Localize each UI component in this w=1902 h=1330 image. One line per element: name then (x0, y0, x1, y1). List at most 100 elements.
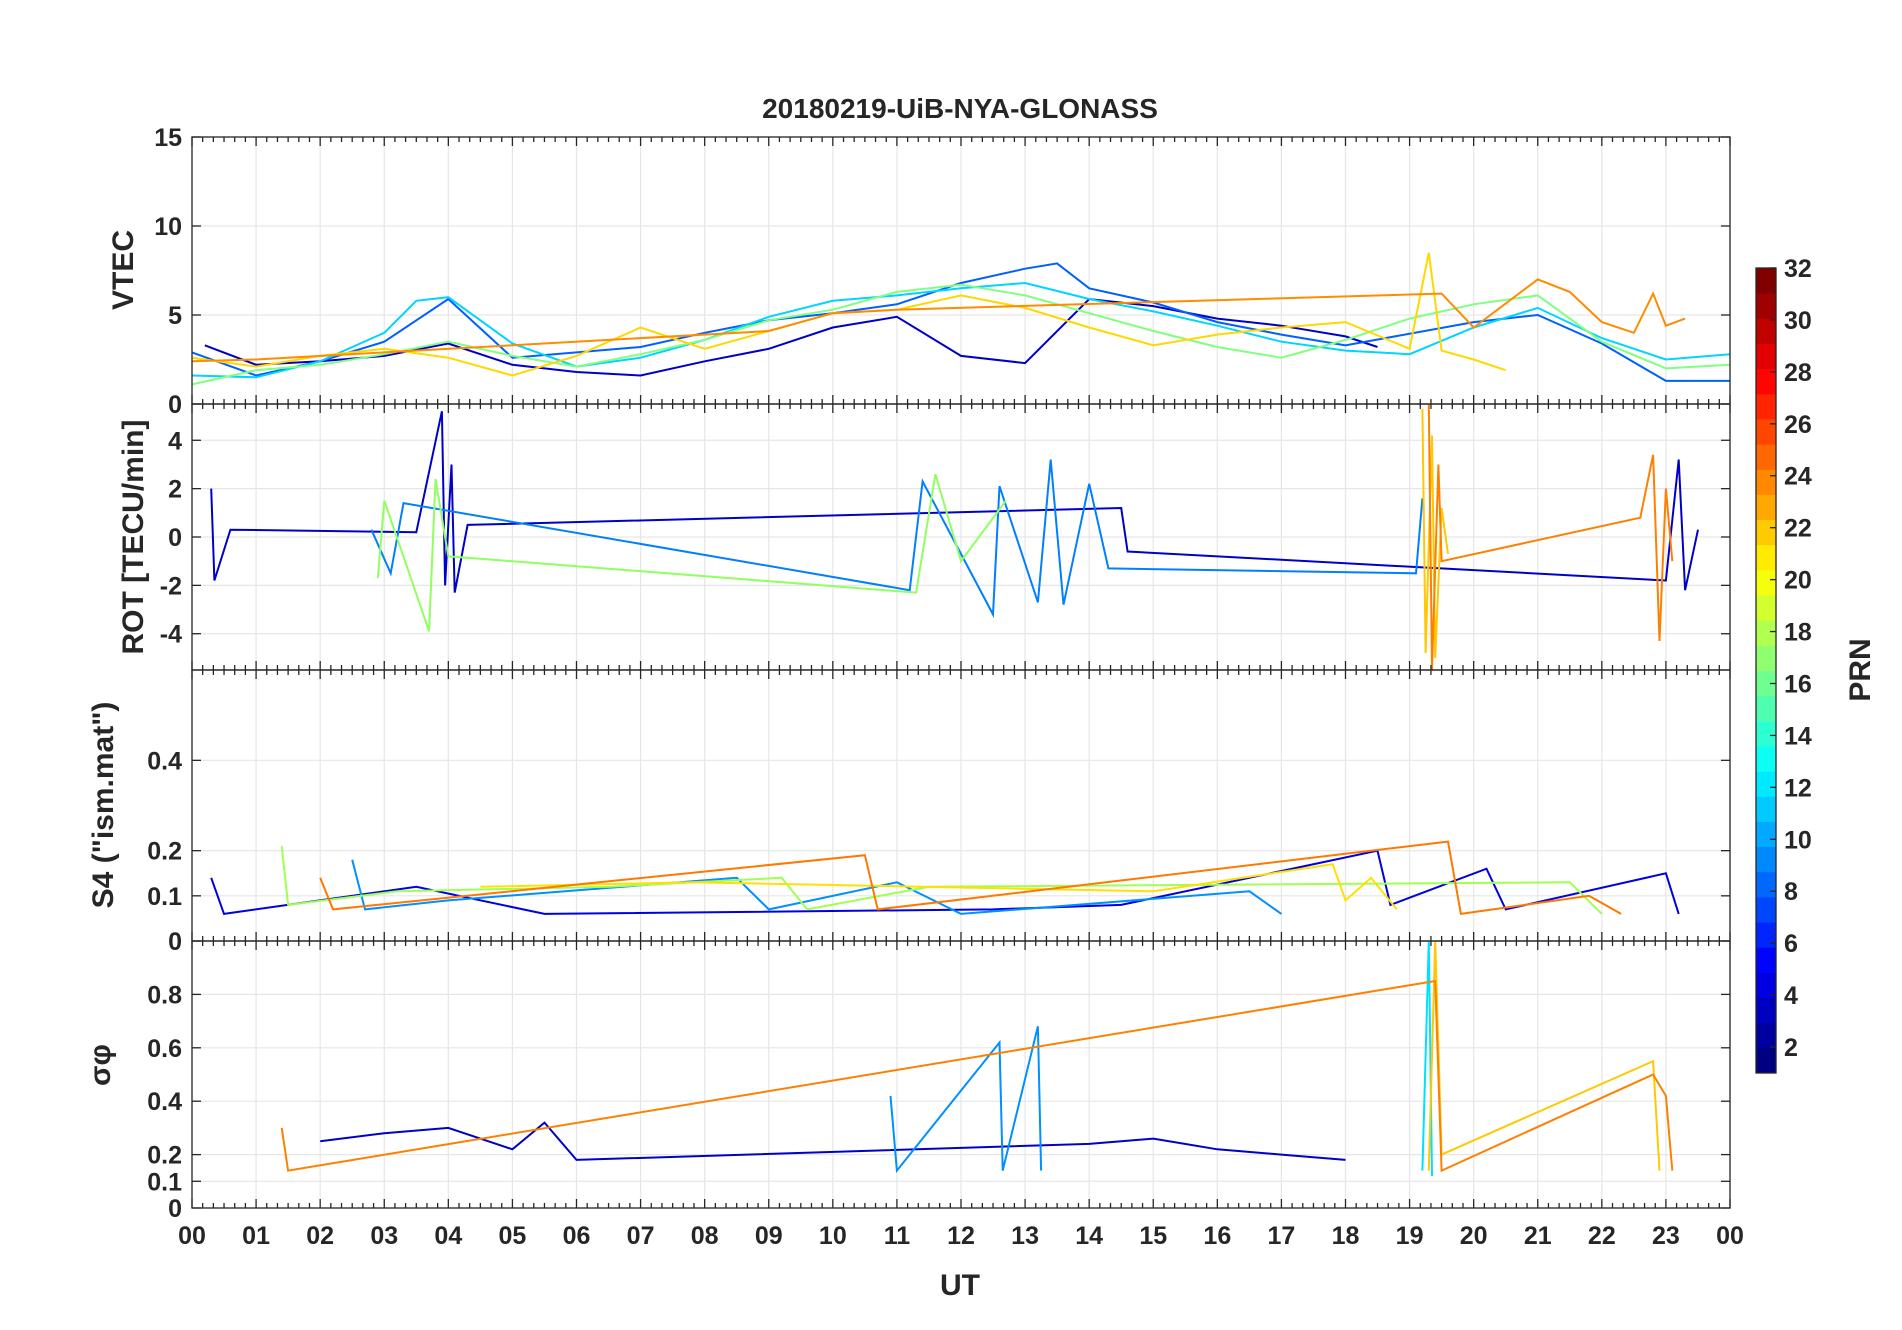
y-axis-label: σφ (84, 1044, 117, 1086)
colorbar-segment (1756, 393, 1776, 420)
colorbar-segment (1756, 569, 1776, 596)
colorbar-tick-label: 32 (1784, 255, 1812, 283)
colorbar-frame (1755, 267, 1777, 1074)
y-tick-label: 0.2 (147, 838, 182, 866)
colorbar-segment (1756, 821, 1776, 848)
series-prn-8 (191, 262, 1730, 382)
colorbar-segment (1756, 771, 1776, 797)
x-tick-label: 08 (691, 1222, 719, 1250)
x-tick-label: 06 (563, 1222, 591, 1250)
colorbar-segment (1756, 1022, 1776, 1049)
colorbar-segment (1756, 293, 1776, 319)
series-prn-10 (889, 1026, 1043, 1174)
colorbar-segment (1756, 645, 1776, 671)
colorbar-segment (1756, 972, 1776, 999)
x-tick-label: 19 (1396, 1222, 1424, 1250)
x-tick-label: 13 (1011, 1222, 1039, 1250)
x-tick-label: 00 (1716, 1222, 1744, 1250)
y-axis-label: S4 ("ism.mat") (87, 702, 120, 909)
y-tick-label: -4 (160, 621, 182, 649)
series-prn-17 (280, 845, 1603, 915)
colorbar-segment (1756, 947, 1776, 973)
colorbar-segment (1756, 695, 1776, 722)
series-prn-2 (204, 297, 1378, 377)
y-tick-label: 0.4 (147, 1088, 182, 1116)
x-tick-label: 21 (1524, 1222, 1552, 1250)
colorbar-tick-label: 8 (1784, 878, 1798, 906)
series-prn-17 (376, 473, 1007, 632)
y-tick-label: 0 (168, 928, 182, 956)
y-tick-label: 0 (168, 1195, 182, 1223)
x-tick-label: 04 (434, 1222, 462, 1250)
y-tick-label: 0 (168, 391, 182, 419)
series-prn-20 (191, 252, 1507, 377)
colorbar-segment (1756, 670, 1776, 697)
x-tick-label: 16 (1203, 1222, 1231, 1250)
y-tick-label: 0.2 (147, 1142, 182, 1170)
x-tick-label: 09 (755, 1222, 783, 1250)
y-tick-label: 0 (168, 524, 182, 552)
x-axis-label: UT (940, 1269, 980, 1302)
series-prn-21 (1427, 940, 1661, 1171)
colorbar-tick-label: 12 (1784, 774, 1812, 802)
colorbar-tick-label: 24 (1784, 463, 1812, 491)
colorbar-tick-label: 14 (1784, 722, 1812, 750)
colorbar-segment (1756, 896, 1776, 923)
colorbar-segment (1756, 1047, 1776, 1074)
x-tick-label: 02 (306, 1222, 334, 1250)
colorbar-segment (1756, 494, 1776, 521)
series-prn-2 (210, 411, 1699, 593)
colorbar-segment (1756, 720, 1776, 747)
series-prn-12 (191, 281, 1731, 379)
panel-3: 0 0.1 0.2 0.4 S4 ("ism.mat") (87, 669, 1731, 956)
x-tick-label: 22 (1588, 1222, 1616, 1250)
series-prn-2 (320, 1121, 1346, 1161)
colorbar-segment (1756, 368, 1776, 395)
x-tick-label: 20 (1460, 1222, 1488, 1250)
colorbar-segment (1756, 745, 1776, 772)
colorbar-segment (1756, 418, 1776, 445)
y-axis-label: VTEC (107, 230, 140, 310)
colorbar-segment (1756, 620, 1776, 646)
colorbar-tick-label: 18 (1784, 619, 1812, 647)
colorbar-tick-label: 20 (1784, 567, 1812, 595)
colorbar-segment (1756, 519, 1776, 546)
x-tick-label: 14 (1075, 1222, 1103, 1250)
series-prn-23 (1427, 403, 1674, 671)
y-tick-label: 5 (168, 302, 182, 330)
colorbar-tick-label: 22 (1784, 515, 1812, 543)
y-tick-label: 0.4 (147, 747, 182, 775)
x-tick-label: 23 (1652, 1222, 1680, 1250)
y-tick-label: 0.8 (147, 981, 182, 1009)
colorbar-label: PRN (1844, 638, 1877, 701)
colorbar-segment (1756, 871, 1776, 898)
x-tick-label: 12 (947, 1222, 975, 1250)
y-tick-label: 2 (168, 476, 182, 504)
colorbar-segment (1756, 544, 1776, 571)
series-prn-23 (191, 278, 1686, 363)
x-tick-label: 07 (627, 1222, 655, 1250)
colorbar-tick-label: 16 (1784, 670, 1812, 698)
colorbar-tick-label: 6 (1784, 930, 1798, 958)
panel-2: -4 -2 0 2 4 ROT [TECU/min] (117, 403, 1731, 671)
series-prn-23 (280, 979, 1674, 1173)
y-tick-label: 0.6 (147, 1035, 182, 1063)
chart-title: 20180219-UiB-NYA-GLONASS (762, 93, 1158, 124)
colorbar-segment (1756, 846, 1776, 873)
panel-1: 0 5 10 15 VTEC (107, 124, 1731, 419)
colorbar-tick-label: 4 (1784, 982, 1798, 1010)
x-tick-label: 15 (1139, 1222, 1167, 1250)
x-tick-label: 00 (178, 1222, 206, 1250)
y-tick-label: 0.1 (147, 883, 182, 911)
x-tick-label: 01 (242, 1222, 270, 1250)
series-prn-17 (191, 283, 1731, 386)
series-prn-23 (319, 840, 1622, 916)
colorbar-segment (1756, 595, 1776, 621)
y-tick-label: 15 (154, 124, 182, 152)
colorbar-segment (1756, 343, 1776, 370)
y-tick-label: -2 (160, 572, 182, 600)
colorbar-segment (1756, 469, 1776, 495)
colorbar-segment (1756, 922, 1776, 948)
